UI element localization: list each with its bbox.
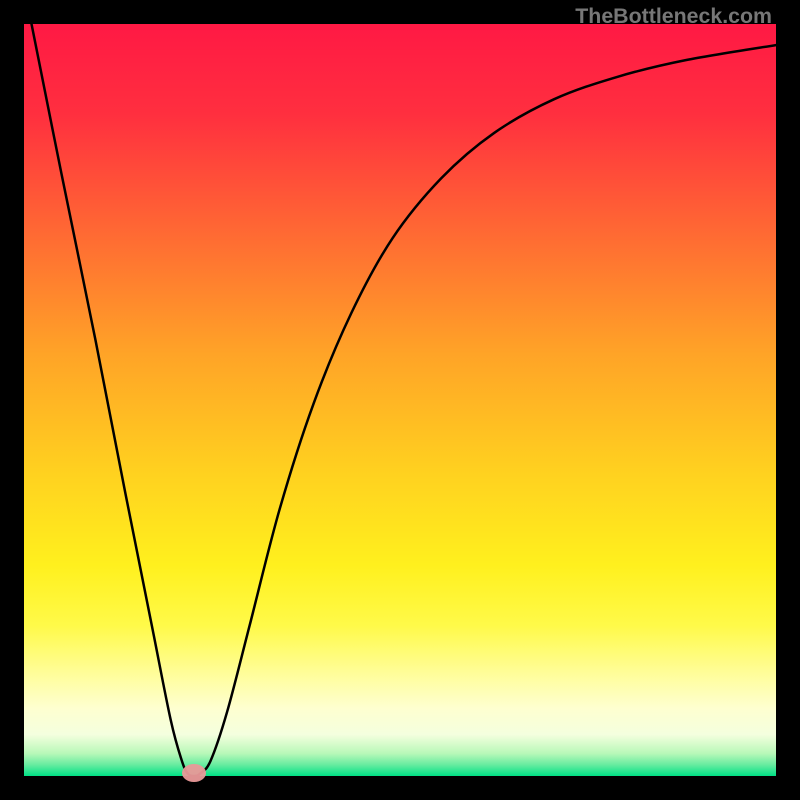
bottleneck-curve (32, 24, 776, 776)
optimal-marker (182, 764, 206, 782)
plot-svg (24, 24, 776, 776)
plot-area (24, 24, 776, 776)
watermark-text: TheBottleneck.com (575, 4, 772, 29)
bottleneck-chart: TheBottleneck.com (0, 0, 800, 800)
